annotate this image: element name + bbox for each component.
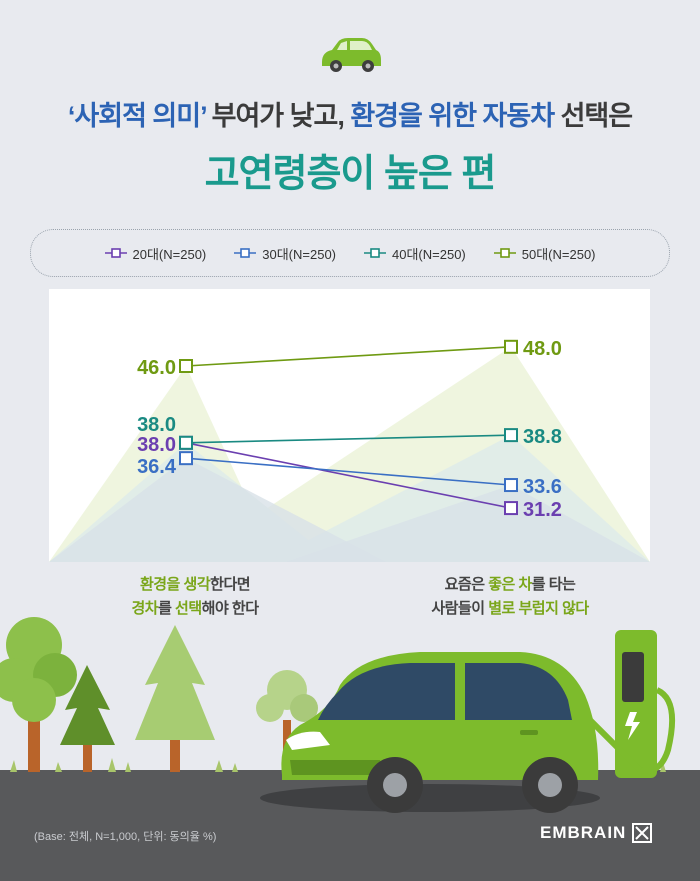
data-point — [504, 501, 518, 516]
data-label: 46.0 — [137, 357, 176, 379]
series-line — [185, 434, 512, 444]
tree-icon — [0, 617, 77, 772]
charging-station-icon — [587, 630, 676, 778]
cat-text: 좋은 차 — [488, 576, 532, 593]
legend-label: 30대(N=250) — [262, 246, 336, 262]
base-note: (Base: 전체, N=1,000, 단위: 동의율 %) — [34, 831, 217, 843]
legend-marker-icon — [493, 248, 516, 258]
page-subtitle: 고연령층이 높은 편 — [204, 153, 497, 195]
logo-text: EMBRAIN — [540, 823, 627, 842]
line-chart: 38.0 31.2 36.4 33.6 38.0 38.8 46.0 48.0 — [49, 338, 650, 562]
cat-text: 를 타는 — [531, 576, 576, 593]
title-quoted: ‘사회적 의미’ — [67, 101, 207, 131]
title-segment: 선택은 — [554, 101, 634, 131]
electric-car-illustration — [260, 652, 600, 813]
legend-marker-icon — [234, 248, 257, 258]
data-label: 36.4 — [137, 456, 177, 478]
data-point — [179, 435, 193, 450]
data-point — [179, 359, 193, 373]
cat-text: 를 — [158, 600, 176, 617]
data-label: 48.0 — [523, 338, 562, 360]
logo-mark-icon — [632, 823, 653, 843]
grass — [10, 758, 666, 772]
data-label: 33.6 — [523, 476, 562, 498]
legend-marker-icon — [104, 248, 127, 258]
page-title: ‘사회적 의미’ 부여가 낮고, 환경을 위한 자동차 선택은 — [0, 94, 700, 133]
cat-text: 선택 — [175, 600, 202, 617]
chart-legend: 20대(N=250) 30대(N=250) 40대(N=250) 50대(N=250) — [30, 229, 670, 277]
title-segment: 부여가 낮고, — [205, 101, 351, 131]
data-point — [504, 339, 518, 354]
cat-text: 사람들이 — [431, 600, 489, 617]
legend-item: 40대(N=250) — [364, 244, 466, 263]
cat-text: 환경을 — [139, 576, 184, 593]
title-highlight: 환경을 위한 자동차 — [350, 101, 555, 131]
cat-text: 해야 한다 — [201, 600, 259, 617]
data-point — [179, 451, 193, 466]
car-icon — [322, 38, 381, 72]
data-label: 38.0 — [137, 414, 176, 436]
legend-item: 50대(N=250) — [493, 244, 596, 263]
bg-shape — [286, 485, 650, 562]
data-label: 38.0 — [137, 434, 176, 456]
bg-shape — [49, 458, 386, 562]
legend-label: 40대(N=250) — [392, 246, 466, 262]
category-label-left: 환경을 생각한다면 경차를 선택해야 한다 — [85, 573, 305, 621]
series-line — [185, 457, 512, 486]
legend-label: 20대(N=250) — [132, 246, 207, 262]
data-label: 31.2 — [523, 499, 562, 521]
category-label-right: 요즘은 좋은 차를 타는 사람들이 별로 부럽지 않다 — [380, 573, 640, 621]
pine-tree-icon — [60, 665, 115, 772]
cat-text: 경차 — [131, 600, 159, 617]
series-line — [185, 442, 512, 509]
legend-item: 20대(N=250) — [104, 244, 207, 263]
cat-text: 요즘은 — [444, 576, 489, 593]
brand-logo: EMBRAIN — [540, 823, 653, 843]
legend-label: 50대(N=250) — [521, 246, 596, 262]
cat-text: 별로 부럽지 않다 — [488, 600, 589, 617]
cat-text: 생각 — [183, 576, 211, 593]
data-point — [504, 428, 518, 443]
series-line — [185, 346, 512, 367]
data-label: 38.8 — [523, 426, 562, 448]
legend-item: 30대(N=250) — [234, 244, 336, 263]
pine-tree-icon — [135, 625, 215, 772]
illustration-scene — [0, 617, 700, 881]
cat-text: 한다면 — [210, 576, 251, 593]
data-point — [504, 478, 518, 493]
plot-area: 38.0 31.2 36.4 33.6 38.0 38.8 46.0 48.0 — [49, 289, 650, 562]
legend-marker-icon — [364, 248, 386, 258]
